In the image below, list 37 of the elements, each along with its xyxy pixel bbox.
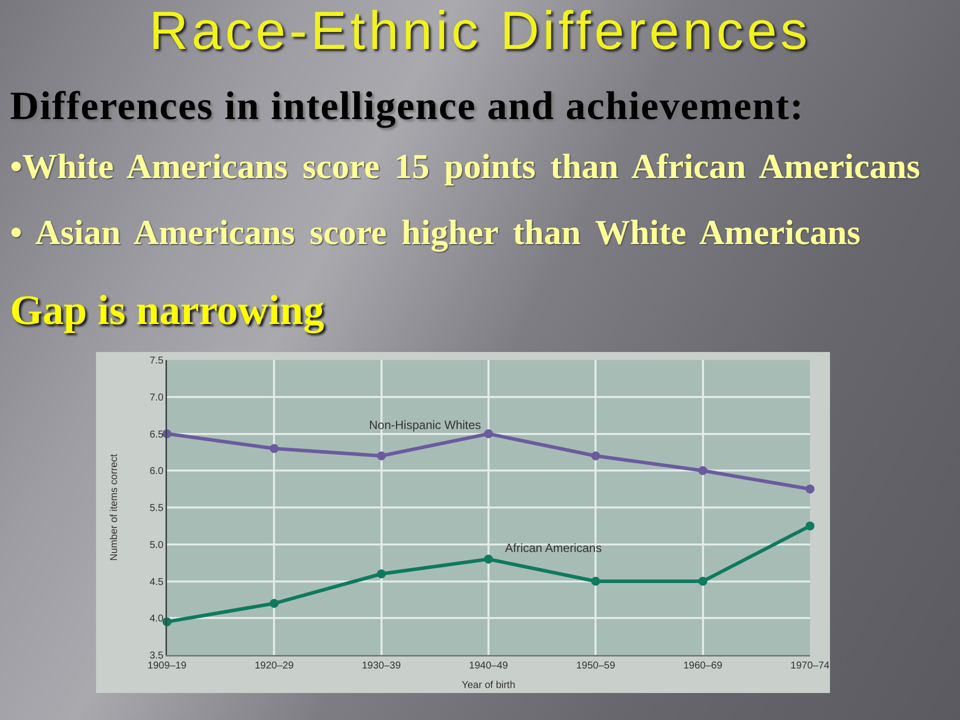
point	[484, 554, 493, 564]
y-tick-label: 5.0	[150, 540, 164, 551]
series-label: African Americans	[505, 541, 602, 555]
x-axis-title: Year of birth	[462, 680, 516, 691]
point	[376, 451, 386, 460]
y-tick-label: 6.5	[150, 429, 164, 440]
point	[270, 598, 279, 608]
point	[591, 576, 600, 586]
y-tick-label: 7.0	[150, 392, 164, 404]
x-tick-label: 1909–19	[148, 660, 187, 672]
y-tick-label: 7.5	[150, 356, 164, 366]
text: • Asian Americans score higher than White Americans	[10, 213, 861, 253]
point	[698, 466, 708, 476]
y-tick-label: 6.0	[150, 466, 164, 478]
x-tick-label: 1960–69	[683, 660, 723, 672]
x-tick-label: 1920–29	[254, 660, 294, 672]
x-tick-label: 1940–49	[469, 660, 508, 672]
series-label: Non-Hispanic Whites	[369, 418, 482, 432]
point	[806, 521, 814, 530]
y-tick-label: 5.5	[150, 503, 164, 514]
point	[484, 429, 493, 438]
point	[591, 451, 600, 460]
y-tick-label: 3.5	[150, 650, 164, 662]
point	[806, 484, 814, 494]
x-tick-label: 1950–59	[576, 660, 616, 672]
point	[698, 576, 708, 586]
point	[270, 444, 279, 453]
y-tick-label: 4.5	[150, 576, 164, 588]
point	[376, 569, 386, 578]
chart-subtitle: Differences in intelligence and achievement:	[10, 82, 804, 129]
chart-title: Race-Ethnic Differences	[148, 0, 812, 62]
x-tick-label: 1970–74	[790, 660, 830, 672]
text: Gap is narrowing	[10, 287, 324, 335]
y-tick-label: 4.0	[150, 614, 164, 625]
text: •White Americans score 15 points than African Americans	[10, 147, 920, 187]
y-axis-title: Number of items correct	[108, 454, 120, 561]
x-tick-label: 1930–39	[362, 660, 402, 672]
